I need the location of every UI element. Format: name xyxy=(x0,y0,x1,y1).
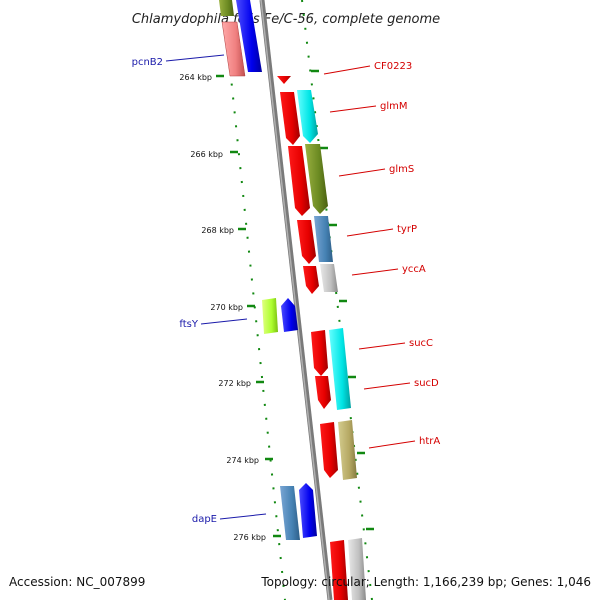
gene-glmM-cyan xyxy=(297,90,318,143)
gene-tyrP-red xyxy=(297,220,316,264)
gene-sucD-red xyxy=(315,376,331,409)
tick-label-270: 270 kbp xyxy=(210,303,243,312)
gene-CF0223 xyxy=(277,76,291,84)
leader-glmS xyxy=(338,168,386,177)
genome-backbone xyxy=(259,0,333,600)
leader-tyrP xyxy=(346,228,394,237)
gene-dapE-steel xyxy=(280,486,300,540)
gene-ftsY-lime xyxy=(262,298,278,334)
tick-label-272: 272 kbp xyxy=(218,379,251,388)
tick-labels: 264 kbp 266 kbp 268 kbp 270 kbp 272 kbp … xyxy=(179,73,266,542)
gene-top-olive xyxy=(219,0,234,16)
tick-label-264: 264 kbp xyxy=(179,73,212,82)
gene-bottom-red xyxy=(330,540,348,600)
genome-backbone-highlight xyxy=(260,0,330,600)
gene-dapE-blue xyxy=(299,483,317,538)
tick-label-268: 268 kbp xyxy=(201,226,234,235)
gene-pcnB2-blue xyxy=(236,0,262,72)
leader-pcnB2 xyxy=(165,54,225,62)
gene-label-htrA: htrA xyxy=(419,436,440,447)
tick-label-266: 266 kbp xyxy=(190,150,223,159)
leader-htrA xyxy=(368,440,416,449)
leader-sucD xyxy=(363,382,411,390)
gene-label-tyrP: tyrP xyxy=(397,224,417,235)
gene-yccA-red xyxy=(303,266,319,294)
gene-label-ftsY: ftsY xyxy=(179,319,198,330)
leader-dapE xyxy=(219,513,267,520)
accession-text: Accession: NC_007899 xyxy=(9,575,145,589)
gene-sucC-cyan xyxy=(329,328,351,410)
gene-htrA-red xyxy=(320,422,338,478)
gene-label-yccA: yccA xyxy=(402,264,426,275)
gene-label-glmS: glmS xyxy=(389,164,414,175)
gene-label-dapE: dapE xyxy=(192,514,217,525)
leader-ftsY xyxy=(200,318,248,325)
gene-label-glmM: glmM xyxy=(380,101,408,112)
tick-label-276: 276 kbp xyxy=(233,533,266,542)
tick-label-274: 274 kbp xyxy=(226,456,259,465)
leader-glmM xyxy=(329,105,377,113)
gene-labels: pcnB2 CF0223 glmM glmS tyrP yccA ftsY su… xyxy=(132,57,441,525)
gene-yccA-grey xyxy=(320,264,338,292)
leader-sucC xyxy=(358,342,406,350)
kbp-ticks xyxy=(216,74,281,538)
gene-label-CF0223: CF0223 xyxy=(374,61,412,72)
gene-pcnB2-pink xyxy=(221,21,246,77)
genome-summary-text: Topology: circular; Length: 1,166,239 bp… xyxy=(260,575,591,589)
gene-htrA-khaki xyxy=(338,420,357,480)
gene-label-sucD: sucD xyxy=(414,378,439,389)
gene-glmS-red xyxy=(288,146,310,216)
forward-label-leaders xyxy=(323,65,416,449)
leader-CF0223 xyxy=(323,65,371,75)
outer-ticks xyxy=(311,69,374,531)
map-title: Chlamydophila felis Fe/C-56, complete ge… xyxy=(132,12,440,27)
forward-strand-genes xyxy=(277,76,366,600)
gene-sucC-red xyxy=(311,330,328,376)
gene-tyrP-steel xyxy=(314,216,333,262)
gene-glmS-olive xyxy=(305,144,328,214)
gene-bottom-grey xyxy=(348,538,366,600)
gene-glmM-red xyxy=(280,92,300,145)
gene-ftsY-blue xyxy=(281,298,298,332)
reverse-label-leaders xyxy=(165,54,267,520)
gene-label-pcnB2: pcnB2 xyxy=(132,57,163,68)
leader-yccA xyxy=(351,268,399,276)
reverse-strand-genes xyxy=(219,0,317,540)
gene-label-sucC: sucC xyxy=(409,338,433,349)
